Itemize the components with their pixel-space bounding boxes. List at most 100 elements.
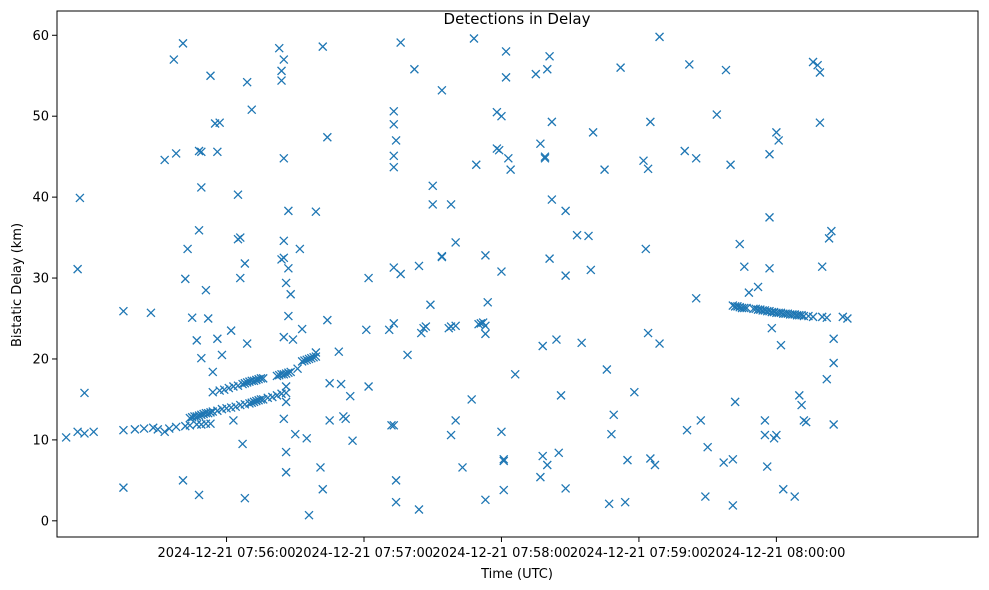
data-point — [531, 69, 541, 79]
data-point — [499, 485, 509, 495]
data-point — [389, 162, 399, 172]
data-point — [242, 339, 252, 349]
data-point — [510, 369, 520, 379]
data-point — [212, 147, 222, 157]
y-tick-label: 40 — [32, 191, 49, 206]
data-point — [506, 165, 516, 175]
data-point — [302, 433, 312, 443]
data-point — [762, 462, 772, 472]
data-point — [281, 278, 291, 288]
data-point — [623, 455, 632, 465]
data-point — [183, 244, 193, 254]
data-point — [480, 321, 490, 331]
data-point — [164, 424, 174, 434]
data-point — [228, 416, 238, 425]
data-point — [389, 106, 399, 116]
data-point — [281, 447, 291, 457]
data-point — [629, 387, 639, 397]
data-point — [409, 64, 419, 74]
data-point — [322, 132, 332, 142]
data-point — [274, 43, 284, 53]
data-point — [160, 427, 170, 437]
data-point — [428, 199, 438, 209]
chart-title: Detections in Delay — [444, 10, 591, 28]
data-point — [483, 297, 493, 307]
data-point — [815, 118, 825, 128]
data-point — [283, 263, 293, 273]
data-point — [535, 139, 545, 149]
data-point — [540, 153, 550, 163]
data-point — [391, 497, 401, 507]
data-point — [208, 387, 218, 397]
data-point — [446, 199, 456, 209]
data-point — [801, 417, 811, 427]
data-point — [286, 367, 296, 377]
data-point — [178, 475, 188, 485]
data-point — [171, 148, 181, 158]
data-point — [169, 55, 179, 65]
data-point — [641, 244, 651, 254]
data-point — [391, 475, 401, 485]
data-point — [467, 394, 477, 404]
data-point — [428, 181, 438, 191]
data-point — [180, 274, 190, 284]
data-point — [815, 68, 825, 77]
data-point — [771, 430, 781, 440]
data-point — [194, 225, 204, 235]
data-point — [501, 72, 511, 82]
x-axis-ticks: 2024-12-21 07:56:00 2024-12-21 07:57:00 20… — [157, 537, 845, 561]
data-point — [437, 85, 447, 95]
data-point — [201, 285, 211, 295]
data-point — [572, 230, 582, 240]
data-point — [808, 57, 818, 67]
data-point — [760, 430, 770, 440]
data-point — [341, 414, 351, 424]
data-point — [212, 334, 222, 344]
data-point — [476, 318, 486, 328]
data-point — [542, 64, 552, 74]
data-point — [118, 425, 128, 435]
data-point — [258, 373, 268, 383]
y-axis-label: Bistatic Delay (km) — [10, 223, 25, 347]
data-point — [602, 365, 612, 374]
data-point — [277, 66, 286, 76]
data-point — [586, 265, 596, 275]
y-tick-label: 10 — [32, 433, 49, 448]
data-point — [421, 322, 431, 332]
data-point — [458, 462, 467, 472]
data-point — [451, 321, 461, 331]
data-point — [118, 306, 128, 316]
data-point — [561, 206, 571, 216]
data-point — [696, 416, 706, 425]
data-point — [364, 382, 374, 391]
data-point — [643, 164, 653, 174]
data-point — [281, 467, 291, 477]
data-point — [297, 324, 307, 334]
data-point — [499, 454, 509, 464]
data-point — [650, 460, 660, 470]
data-point — [309, 352, 319, 362]
data-point — [753, 282, 763, 292]
data-point — [256, 373, 266, 383]
data-point — [196, 353, 206, 363]
data-point — [240, 493, 250, 503]
x-tick-label: 2024-12-21 07:57:00 — [295, 546, 433, 561]
data-point — [735, 239, 745, 249]
data-point — [290, 429, 300, 439]
data-point — [414, 505, 424, 514]
data-point — [336, 379, 346, 389]
data-point — [712, 110, 722, 120]
data-point — [235, 273, 245, 283]
data-point — [600, 165, 610, 175]
data-point — [480, 250, 490, 260]
data-point — [325, 416, 335, 425]
data-point — [726, 160, 736, 170]
data-point — [160, 155, 170, 165]
data-point — [829, 358, 839, 368]
data-point — [842, 314, 852, 323]
data-point — [75, 193, 85, 203]
data-point — [240, 259, 250, 268]
data-point — [130, 424, 140, 434]
data-point — [794, 390, 804, 400]
data-point — [61, 433, 71, 442]
